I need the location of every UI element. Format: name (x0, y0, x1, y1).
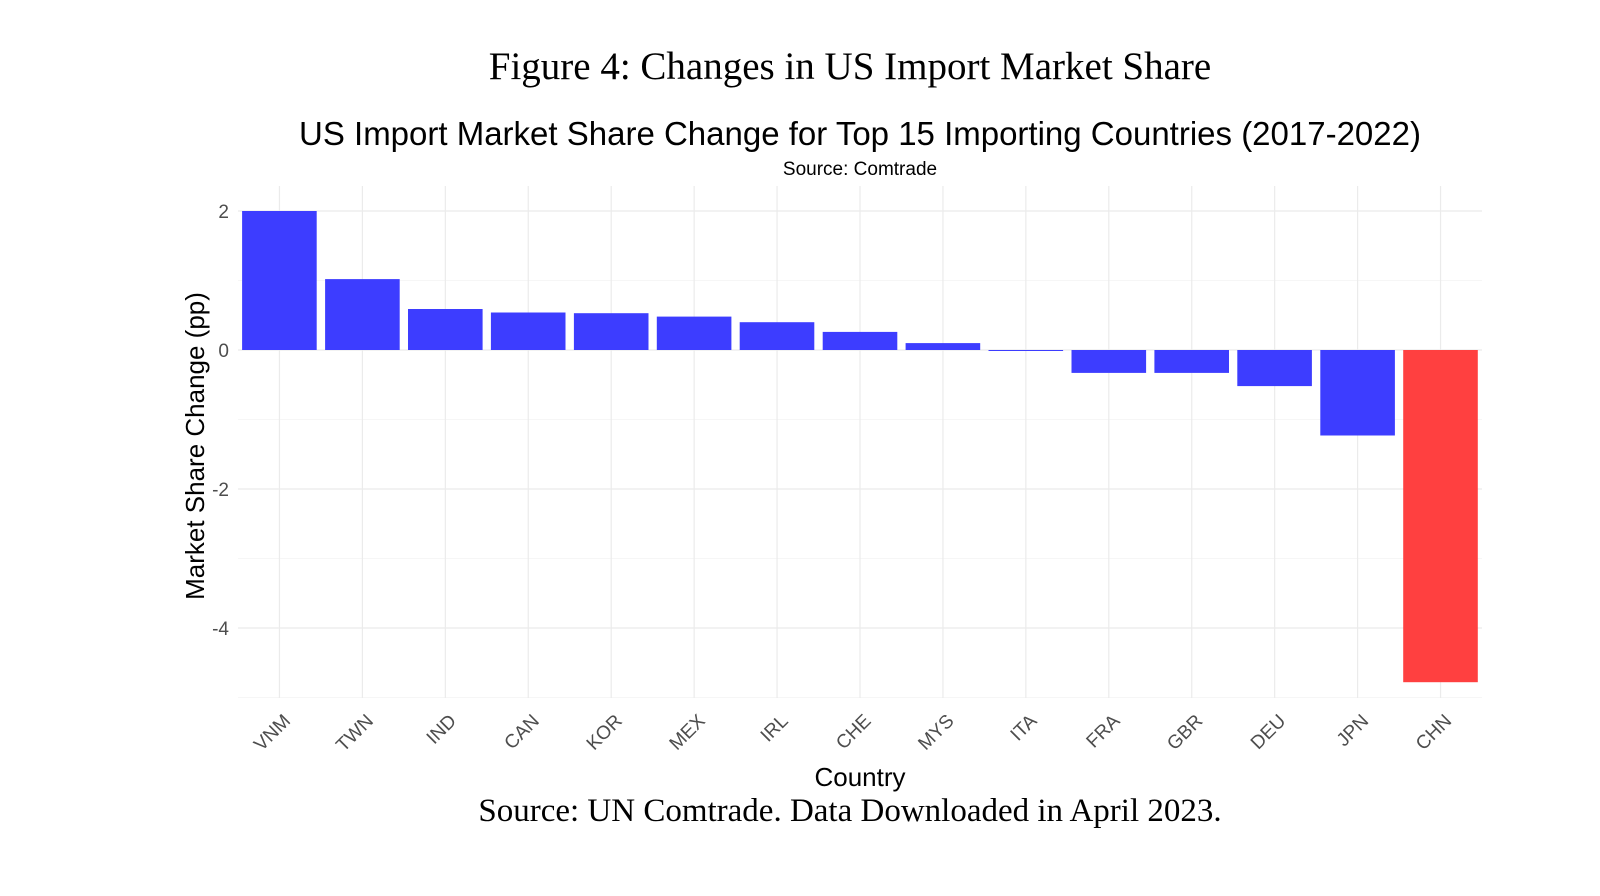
figure-title: Figure 4: Changes in US Import Market Sh… (488, 45, 1212, 88)
x-tick-label: CHN (1412, 711, 1456, 755)
x-tick-label: CHE (832, 711, 875, 754)
x-tick-label: GBR (1163, 711, 1207, 755)
x-tick-label: KOR (583, 711, 627, 755)
figure-caption: Source: UN Comtrade. Data Downloaded in … (478, 793, 1222, 829)
bar-chn (1403, 350, 1478, 683)
x-tick-label: CAN (501, 711, 544, 754)
x-tick-label: FRA (1083, 710, 1125, 752)
x-tick-label: ITA (1007, 710, 1042, 745)
y-tick-label: 2 (218, 202, 229, 223)
chart-subtitle: Source: Comtrade (783, 159, 937, 180)
bar-vnm (242, 211, 317, 350)
y-axis-title: Market Share Change (pp) (180, 292, 210, 600)
y-tick-label: -4 (212, 619, 229, 640)
gridlines (238, 186, 1482, 698)
bar-mex (656, 316, 732, 350)
bars (242, 211, 1478, 683)
y-tick-label: -2 (212, 480, 229, 501)
chart-title: US Import Market Share Change for Top 15… (299, 115, 1421, 152)
x-tick-label: VNM (250, 711, 295, 756)
bar-che (822, 331, 898, 350)
x-tick-label: MEX (666, 710, 710, 754)
bar-twn (325, 279, 400, 350)
x-axis-title: Country (814, 762, 905, 792)
x-tick-label: MYS (914, 711, 958, 755)
bar-kor (573, 313, 649, 350)
x-tick-label: TWN (332, 711, 377, 756)
x-tick-label: DEU (1247, 711, 1290, 754)
bar-mys (905, 343, 981, 350)
bar-can (490, 312, 566, 350)
y-tick-label: 0 (218, 341, 229, 362)
y-axis-ticks: 2 0 -2 -4 (212, 202, 229, 640)
x-tick-label: IRL (757, 711, 793, 747)
bar-irl (739, 322, 815, 350)
bar-ind (408, 309, 483, 350)
x-tick-label: JPN (1333, 711, 1373, 751)
x-axis-ticks: VNM TWN IND CAN KOR MEX IRL CHE MYS ITA FRA GBR DEU J… (250, 710, 1456, 756)
bar-ita (988, 350, 1064, 351)
bar-fra (1071, 350, 1147, 373)
bar-deu (1237, 350, 1312, 387)
x-tick-label: IND (423, 711, 461, 749)
bar-gbr (1154, 350, 1229, 373)
bar-jpn (1320, 350, 1395, 436)
